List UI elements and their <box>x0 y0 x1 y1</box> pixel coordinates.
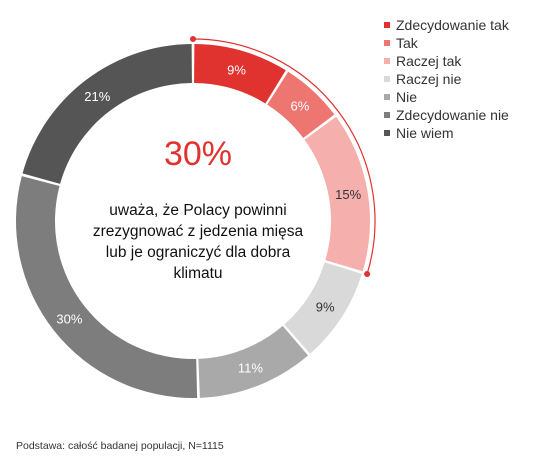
highlight-arc-end-dot <box>364 271 371 278</box>
legend-item: Zdecydowanie tak <box>384 16 509 34</box>
legend-item: Nie <box>384 88 509 106</box>
slice-zdecydowanie-tak <box>194 44 286 104</box>
legend-swatch <box>384 130 390 136</box>
legend-swatch <box>384 94 390 100</box>
highlight-description: uważa, że Polacy powinni zrezygnować z j… <box>92 202 304 282</box>
slice-value-label: 30% <box>56 312 82 327</box>
slice-raczej-tak <box>304 116 370 272</box>
slice-value-label: 9% <box>316 300 335 315</box>
legend-swatch <box>384 112 390 118</box>
slice-value-label: 15% <box>335 187 361 202</box>
legend: Zdecydowanie tak Tak Raczej tak Raczej nie N… <box>384 16 509 142</box>
legend-label: Zdecydowanie nie <box>396 107 509 123</box>
legend-item: Raczej tak <box>384 52 509 70</box>
legend-item: Raczej nie <box>384 70 509 88</box>
legend-label: Nie wiem <box>396 125 454 141</box>
legend-item: Nie wiem <box>384 124 509 142</box>
legend-item: Zdecydowanie nie <box>384 106 509 124</box>
legend-swatch <box>384 40 390 46</box>
legend-label: Nie <box>396 89 418 105</box>
legend-label: Raczej nie <box>396 71 462 87</box>
legend-item: Tak <box>384 34 509 52</box>
slice-labels: 9% 6% 15% 9% 11% 30% 21% <box>56 63 361 376</box>
slice-nie <box>198 325 309 398</box>
legend-label: Tak <box>396 35 418 51</box>
legend-label: Raczej tak <box>396 53 462 69</box>
slice-value-label: 6% <box>291 98 310 113</box>
legend-swatch <box>384 22 390 28</box>
highlight-bracket-arc <box>190 36 376 278</box>
slice-value-label: 11% <box>238 361 263 376</box>
donut-slices <box>15 44 370 398</box>
slice-value-label: 9% <box>227 63 246 78</box>
legend-label: Zdecydowanie tak <box>396 17 509 33</box>
slice-raczej-nie <box>284 262 362 354</box>
highlight-arc-start-dot <box>190 36 196 42</box>
footnote: Podstawa: całość badanej populacji, N=11… <box>16 440 224 452</box>
highlight-arc-line <box>192 38 376 275</box>
slice-value-label: 21% <box>84 89 110 104</box>
slice-tak <box>267 71 335 138</box>
legend-swatch <box>384 76 390 82</box>
slice-zdecydowanie-nie <box>15 176 198 398</box>
slice-nie-wiem <box>22 44 192 184</box>
highlight-percentage: 30% <box>163 135 233 173</box>
legend-swatch <box>384 58 390 64</box>
